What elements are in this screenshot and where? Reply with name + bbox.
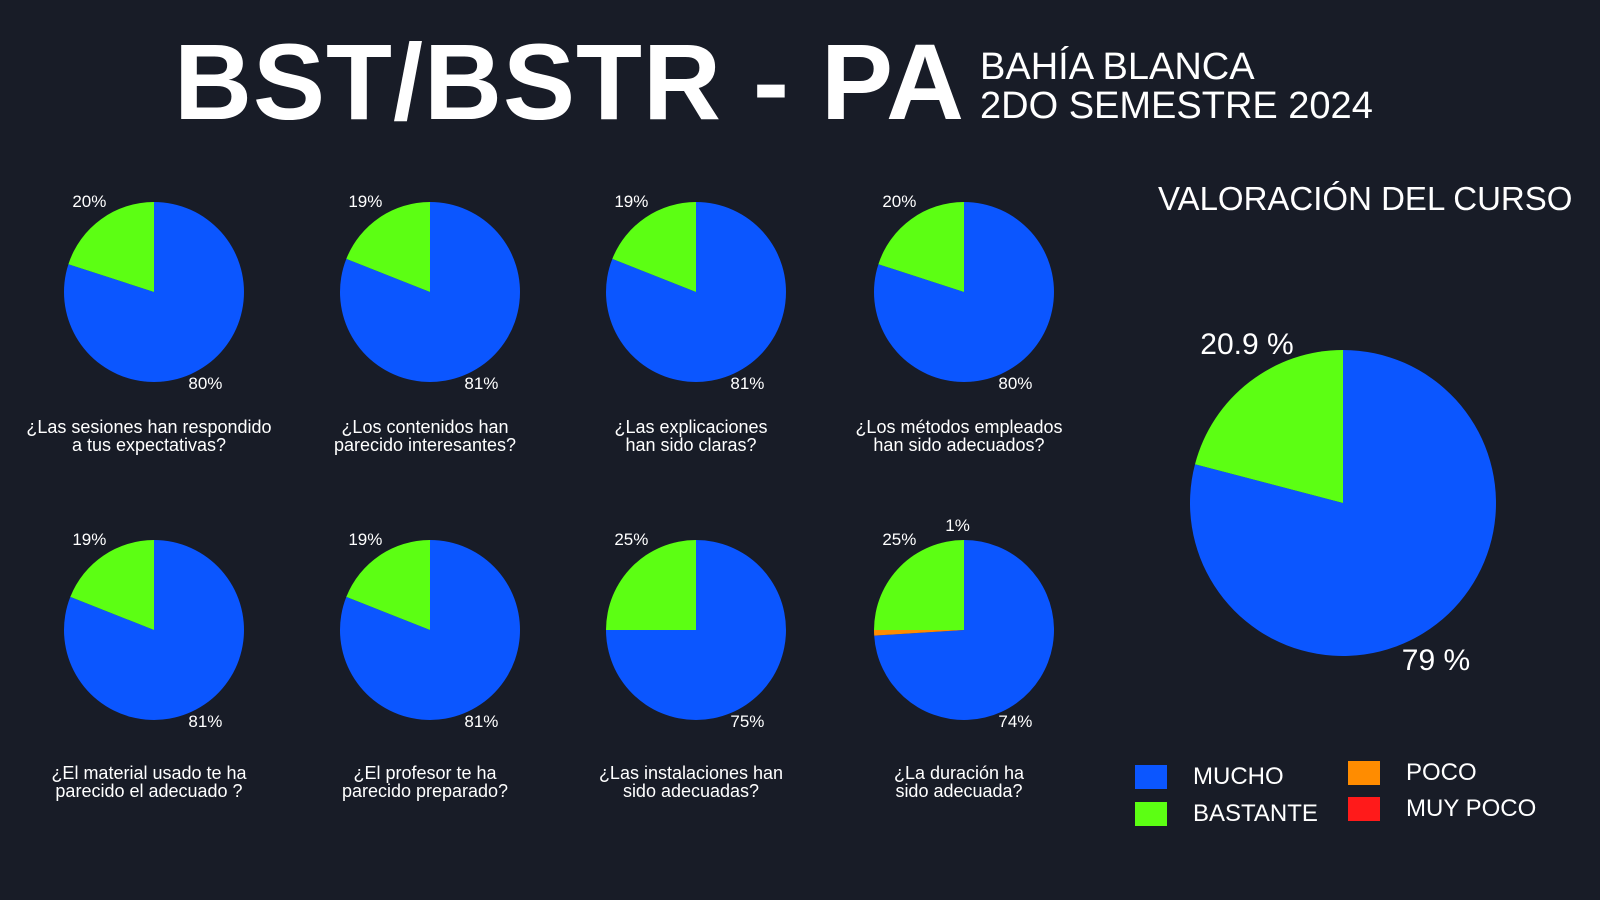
chart-question: ¿Las explicaciones han sido claras? xyxy=(614,417,768,455)
pie-slice-mucho xyxy=(873,202,1054,382)
legend-swatch-poco xyxy=(1348,761,1380,785)
pie-slice-bastante xyxy=(68,202,154,292)
pie-label-mucho: 80% xyxy=(188,373,223,393)
pie-label-mucho: 74% xyxy=(998,711,1033,731)
pie-label-mucho: 81% xyxy=(464,711,499,731)
pie-svg xyxy=(340,202,521,382)
pie-slice-mucho xyxy=(63,202,244,382)
pie-label-mucho: 75% xyxy=(730,711,765,731)
chart-question: ¿Los contenidos han parecido interesante… xyxy=(333,417,517,455)
pie-chart: 81% 19% ¿El material usado te ha parecido … xyxy=(4,526,294,866)
pie-svg xyxy=(63,202,244,382)
overall-pie-container: 79 % 20.9 % xyxy=(1190,328,1536,701)
pie-label-mucho: 81% xyxy=(464,373,499,393)
pie-chart: 81% 19% ¿Las explicaciones han sido claras… xyxy=(546,188,836,528)
chart-question: ¿Los métodos empleados han sido adecuado… xyxy=(855,417,1063,455)
pie-label-bastante: 19% xyxy=(614,191,649,211)
pie-svg xyxy=(1190,350,1497,656)
pie-label-bastante: 25% xyxy=(614,529,649,549)
pie-slice-bastante xyxy=(346,202,430,292)
chart-question: ¿La duración ha sido adecuada? xyxy=(893,763,1025,801)
legend: MUCHO BASTANTE POCO MUY POCO xyxy=(1135,755,1575,845)
pie-slice-bastante xyxy=(606,540,696,630)
pie-label-bastante: 19% xyxy=(348,191,383,211)
pie-slice-mucho xyxy=(64,540,245,720)
pie-chart: 81% 19% ¿El profesor te ha parecido prepar… xyxy=(280,526,570,866)
legend-swatch-bastante xyxy=(1135,802,1167,826)
legend-swatch-muy-poco xyxy=(1348,797,1380,821)
chart-question: ¿El material usado te ha parecido el ade… xyxy=(51,763,247,801)
main-title: BST/BSTR - PA xyxy=(174,21,965,142)
pie-slice-mucho xyxy=(874,540,1055,720)
pie-svg xyxy=(606,540,786,720)
pie-label-bastante: 19% xyxy=(348,529,383,549)
legend-item-mucho: MUCHO xyxy=(1135,763,1284,791)
pie-svg xyxy=(874,540,1055,720)
pie-svg xyxy=(64,540,245,720)
pie-slice-bastante xyxy=(70,540,154,630)
pie-svg xyxy=(606,202,787,382)
legend-swatch-mucho xyxy=(1135,765,1167,789)
legend-label-poco: POCO xyxy=(1406,759,1477,786)
pie-label-bastante: 20.9 % xyxy=(1200,328,1294,362)
overall-chart-title: VALORACIÓN DEL CURSO xyxy=(1158,180,1573,217)
pie-svg xyxy=(873,202,1054,382)
pie-label-mucho: 80% xyxy=(998,373,1033,393)
legend-label-mucho: MUCHO xyxy=(1193,763,1284,790)
subtitle: BAHÍA BLANCA 2DO SEMESTRE 2024 xyxy=(980,48,1373,126)
pie-label-bastante: 19% xyxy=(72,529,107,549)
legend-item-bastante: BASTANTE xyxy=(1135,800,1318,828)
pie-chart: 75% 25% ¿Las instalaciones han sido adecua… xyxy=(546,526,836,866)
pie-slice-poco xyxy=(874,630,964,636)
pie-slice-bastante xyxy=(346,540,430,630)
chart-question: ¿Las sesiones han respondido a tus expec… xyxy=(26,417,272,455)
pie-label-bastante: 25% xyxy=(882,529,917,549)
pie-chart: 80% 20% ¿Los métodos empleados han sido ad… xyxy=(814,188,1104,528)
pie-slice-bastante xyxy=(1195,350,1343,503)
pie-slice-bastante xyxy=(878,202,964,292)
chart-question: ¿El profesor te ha parecido preparado? xyxy=(341,763,509,801)
legend-label-muy-poco: MUY POCO xyxy=(1406,795,1537,822)
pie-slice-mucho xyxy=(606,202,787,382)
pie-slice-mucho xyxy=(340,202,521,382)
chart-question: ¿Las instalaciones han sido adecuadas? xyxy=(598,763,784,801)
pie-chart: 80% 20% ¿Las sesiones han respondido a tus… xyxy=(4,188,294,528)
subtitle-semester: 2DO SEMESTRE 2024 xyxy=(980,85,1373,127)
pie-label-bastante: 20% xyxy=(882,191,917,211)
pie-slice-mucho xyxy=(1190,350,1497,656)
legend-item-poco: POCO xyxy=(1348,759,1477,787)
pie-label-mucho: 81% xyxy=(730,373,765,393)
pie-label-poco: 1% xyxy=(945,515,970,535)
pie-slice-bastante xyxy=(612,202,696,292)
pie-label-bastante: 20% xyxy=(72,191,107,211)
pie-chart: 81% 19% ¿Los contenidos han parecido inter… xyxy=(280,188,570,528)
pie-svg xyxy=(340,540,521,720)
pie-slice-bastante xyxy=(874,540,964,630)
legend-item-muy-poco: MUY POCO xyxy=(1348,795,1536,823)
pie-slice-mucho xyxy=(340,540,521,720)
subtitle-city: BAHÍA BLANCA xyxy=(980,46,1255,88)
pie-label-mucho: 79 % xyxy=(1401,644,1471,677)
legend-label-bastante: BASTANTE xyxy=(1193,800,1318,827)
pie-chart: 74% 25% 1% ¿La duración ha sido adecuada? xyxy=(814,516,1104,866)
pie-label-mucho: 81% xyxy=(188,711,223,731)
